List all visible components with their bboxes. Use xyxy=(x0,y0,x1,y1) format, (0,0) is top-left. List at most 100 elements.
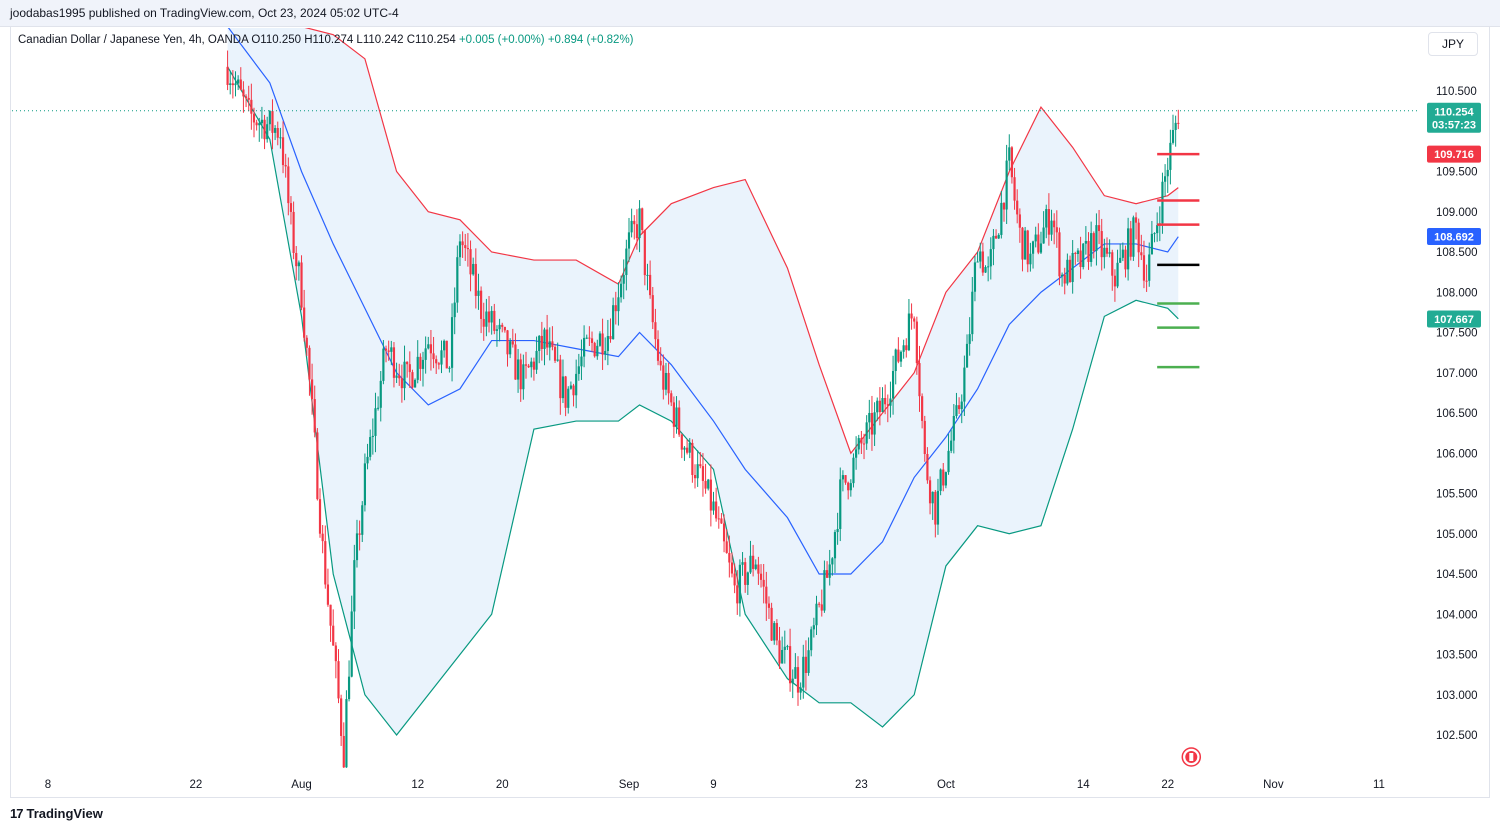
footer-brand[interactable]: 17 TradingView xyxy=(10,806,103,821)
candle xyxy=(1031,240,1035,269)
candle xyxy=(477,273,480,310)
candle xyxy=(456,245,459,313)
candle xyxy=(260,106,264,139)
candle-body xyxy=(239,79,242,90)
canada-event-marker-icon[interactable] xyxy=(1181,747,1202,767)
candle xyxy=(860,430,863,454)
candle xyxy=(279,127,282,149)
candle xyxy=(699,452,702,469)
candle-body xyxy=(379,380,382,408)
candle xyxy=(281,121,285,174)
candle xyxy=(767,596,771,619)
candle-body xyxy=(802,656,805,688)
candle-body xyxy=(688,442,691,453)
candle-body xyxy=(421,359,425,369)
candle xyxy=(847,481,850,500)
candle-body xyxy=(1076,250,1080,255)
candle xyxy=(770,602,773,642)
symbol-legend[interactable]: Canadian Dollar / Japanese Yen, 4h, OAND… xyxy=(18,34,634,46)
legend-ohlc: O110.250 H110.274 L110.242 C110.254 xyxy=(251,34,456,46)
candle-body xyxy=(247,97,250,100)
candle-body xyxy=(487,311,491,323)
currency-button[interactable]: JPY xyxy=(1428,32,1478,56)
candle-body xyxy=(757,564,760,574)
candle-body xyxy=(244,96,248,98)
candle-body xyxy=(810,629,813,651)
candle xyxy=(643,229,646,286)
candle-body xyxy=(987,266,990,268)
candle xyxy=(910,303,913,330)
candle-body xyxy=(958,405,961,410)
candle-body xyxy=(728,552,731,563)
candle xyxy=(989,237,992,280)
candle xyxy=(543,327,546,366)
candle-body xyxy=(250,99,253,114)
candle xyxy=(321,525,324,554)
candle xyxy=(704,463,707,494)
candle xyxy=(485,298,488,337)
candle-body xyxy=(1097,225,1101,232)
candle-body xyxy=(474,263,477,296)
candle-body xyxy=(1016,200,1019,215)
candle-body xyxy=(411,372,414,388)
candle xyxy=(606,319,609,366)
candle xyxy=(350,595,353,678)
candle xyxy=(289,196,293,225)
candle xyxy=(725,529,728,554)
candle-body xyxy=(884,397,887,405)
candle xyxy=(1066,253,1069,286)
candle xyxy=(1045,204,1048,239)
candle xyxy=(905,338,908,358)
candle-body xyxy=(598,333,602,346)
candle xyxy=(495,325,499,347)
candle-body xyxy=(255,122,258,126)
candle-body xyxy=(852,457,855,484)
candle xyxy=(741,552,744,576)
candle xyxy=(976,251,979,263)
candle-body xyxy=(316,432,319,500)
candle xyxy=(709,464,712,527)
candle xyxy=(601,318,604,370)
candle-body xyxy=(886,404,889,406)
candle xyxy=(680,433,683,459)
candle xyxy=(693,464,697,489)
candle xyxy=(324,525,327,589)
candle-body xyxy=(646,274,649,276)
candle xyxy=(633,215,636,240)
candle xyxy=(810,626,813,657)
candle xyxy=(931,491,934,520)
y-tick-label: 107.000 xyxy=(1436,368,1478,380)
candle xyxy=(353,544,356,630)
candle xyxy=(670,390,673,407)
candle xyxy=(852,453,855,488)
candle xyxy=(524,351,528,379)
candle xyxy=(1055,210,1058,248)
candle xyxy=(1105,237,1109,257)
candle xyxy=(384,345,388,363)
y-tick-label: 109.500 xyxy=(1436,167,1478,179)
candle xyxy=(268,110,271,131)
candle xyxy=(392,342,396,388)
candle-body xyxy=(453,302,456,318)
candle xyxy=(413,378,417,388)
candle-body xyxy=(799,687,802,693)
candle xyxy=(1029,242,1032,272)
candle xyxy=(614,291,617,325)
candle xyxy=(461,231,464,258)
candle xyxy=(762,563,765,604)
candle-body xyxy=(981,251,984,273)
candle xyxy=(567,386,570,414)
candle-body xyxy=(1031,241,1035,254)
candle-body xyxy=(643,230,646,276)
candle xyxy=(1090,221,1093,267)
candle xyxy=(1063,267,1066,295)
candle xyxy=(654,308,657,349)
candle-body xyxy=(509,341,512,355)
candle-body xyxy=(807,650,810,673)
candle-body xyxy=(844,475,847,483)
candle-body xyxy=(371,435,374,438)
candle xyxy=(1171,114,1175,145)
candle xyxy=(1127,217,1130,281)
candle-body xyxy=(1071,252,1074,283)
